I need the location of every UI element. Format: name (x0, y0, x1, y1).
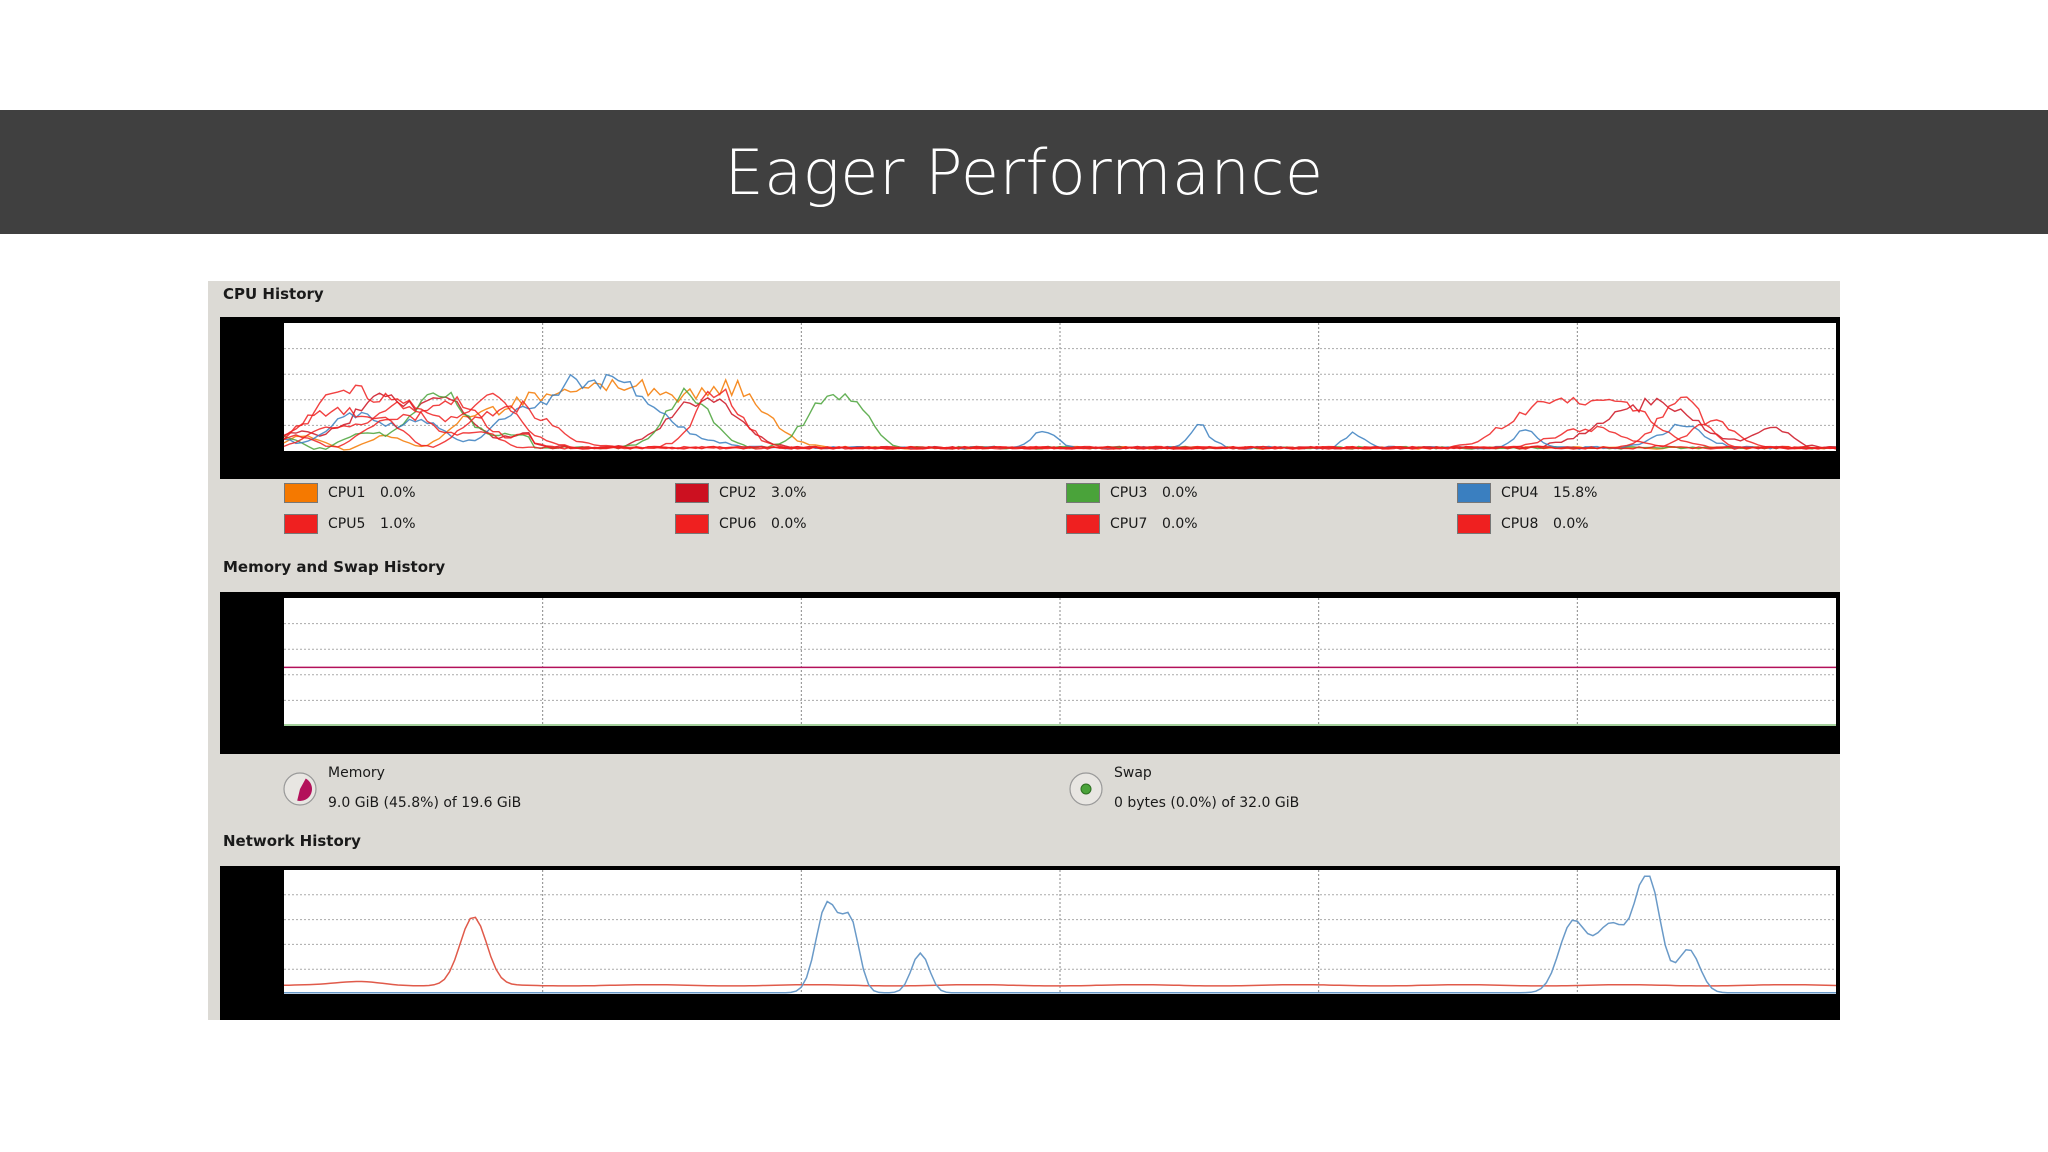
cpu-legend-item-cpu4[interactable]: CPU4 15.8% (1457, 481, 1597, 505)
cpu-value: 0.0% (1162, 485, 1198, 501)
cpu-series-line-cpu8 (283, 395, 1837, 450)
memory-history-graph (220, 592, 1840, 754)
memory-label: Memory (328, 765, 385, 781)
cpu-history-graph (220, 317, 1840, 479)
cpu-history-title: CPU History (223, 285, 324, 303)
color-swatch[interactable] (675, 483, 709, 503)
cpu-series-line-cpu7 (283, 399, 1837, 450)
cpu-label: CPU8 (1501, 516, 1539, 532)
cpu-legend-item-cpu7[interactable]: CPU7 0.0% (1066, 512, 1198, 536)
cpu-value: 0.0% (1162, 516, 1198, 532)
color-swatch[interactable] (284, 514, 318, 534)
cpu-legend-item-cpu2[interactable]: CPU2 3.0% (675, 481, 807, 505)
cpu-value: 0.0% (771, 516, 807, 532)
network-history-plot (283, 870, 1837, 994)
cpu-label: CPU1 (328, 485, 366, 501)
cpu-legend-item-cpu5[interactable]: CPU5 1.0% (284, 512, 416, 536)
cpu-value: 1.0% (380, 516, 416, 532)
cpu-legend-item-cpu8[interactable]: CPU8 0.0% (1457, 512, 1589, 536)
cpu-value: 3.0% (771, 485, 807, 501)
cpu-label: CPU6 (719, 516, 757, 532)
cpu-label: CPU3 (1110, 485, 1148, 501)
memory-swap-history-title: Memory and Swap History (223, 558, 446, 576)
network-history-graph (220, 866, 1840, 1020)
color-swatch[interactable] (1066, 483, 1100, 503)
cpu-value: 0.0% (380, 485, 416, 501)
cpu-value: 0.0% (1553, 516, 1589, 532)
resources-panel: CPU History CPU1 0.0% CPU2 3.0% CPU3 0.0% CPU4… (208, 281, 1840, 1020)
cpu-label: CPU5 (328, 516, 366, 532)
cpu-legend-item-cpu3[interactable]: CPU3 0.0% (1066, 481, 1198, 505)
cpu-value: 15.8% (1553, 485, 1598, 501)
slide-title-bar: Eager Performance (0, 110, 2048, 234)
network-sending-line (283, 916, 1837, 987)
cpu-label: CPU4 (1501, 485, 1539, 501)
swap-label: Swap (1114, 765, 1152, 781)
swap-pie-icon (1069, 772, 1103, 806)
cpu-legend-item-cpu1[interactable]: CPU1 0.0% (284, 481, 416, 505)
color-swatch[interactable] (1066, 514, 1100, 534)
memory-history-plot (284, 598, 1836, 726)
cpu-history-plot (283, 323, 1837, 451)
network-history-title: Network History (223, 832, 361, 850)
slide-title: Eager Performance (724, 135, 1324, 209)
network-receiving-line (284, 875, 1836, 994)
memory-value: 9.0 GiB (45.8%) of 19.6 GiB (328, 795, 522, 811)
color-swatch[interactable] (675, 514, 709, 534)
color-swatch[interactable] (1457, 514, 1491, 534)
cpu-label: CPU7 (1110, 516, 1148, 532)
cpu-label: CPU2 (719, 485, 757, 501)
cpu-legend-item-cpu6[interactable]: CPU6 0.0% (675, 512, 807, 536)
memory-pie-icon (283, 772, 317, 806)
color-swatch[interactable] (1457, 483, 1491, 503)
color-swatch[interactable] (284, 483, 318, 503)
swap-value: 0 bytes (0.0%) of 32.0 GiB (1114, 795, 1300, 811)
